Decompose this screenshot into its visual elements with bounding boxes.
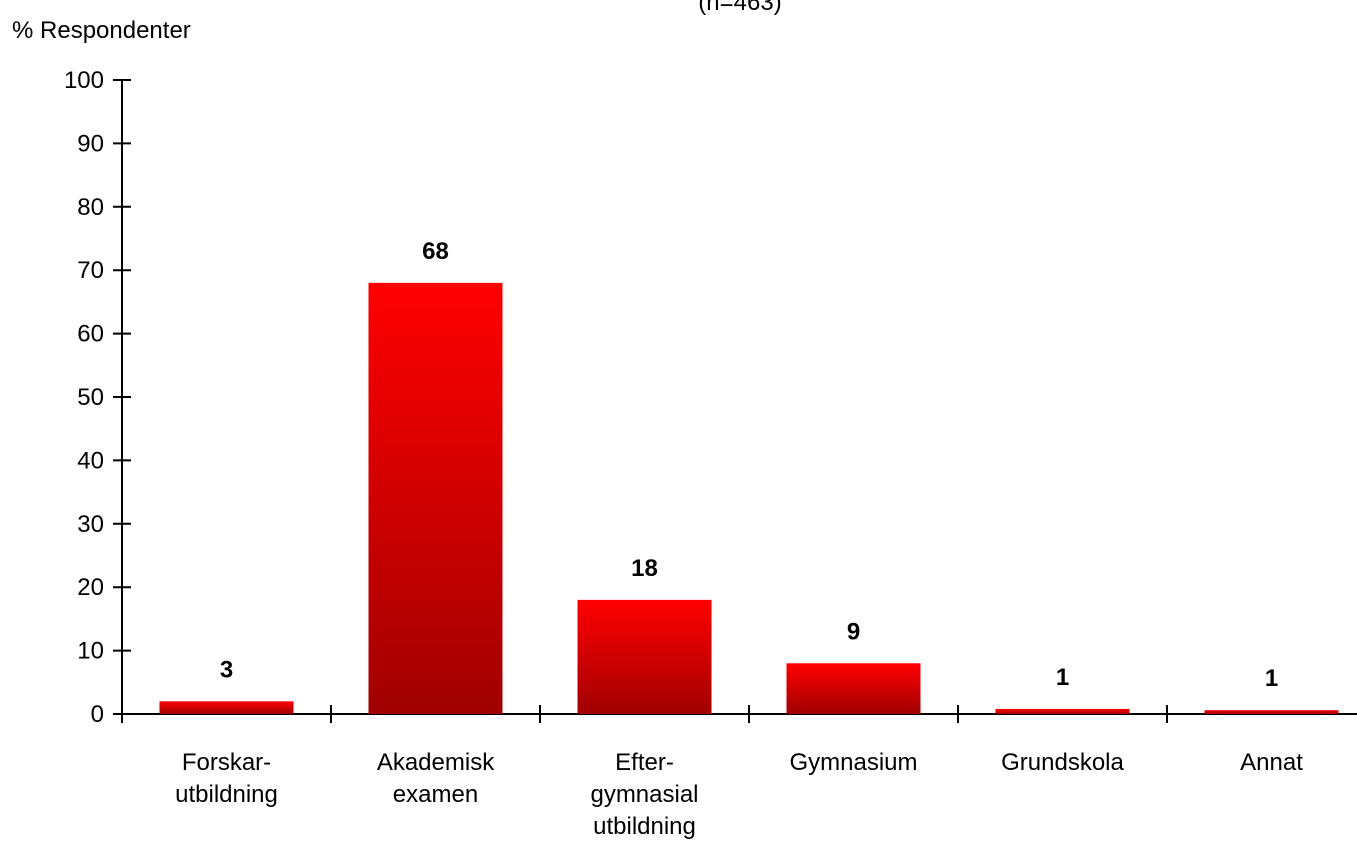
y-tick-label: 70 (77, 257, 104, 284)
y-tick-label: 10 (77, 638, 104, 665)
y-tick-label: 90 (77, 130, 104, 157)
bar-value-label: 3 (220, 656, 233, 683)
y-tick-label: 40 (77, 447, 104, 474)
x-tick-label: Akademisk examen (377, 749, 495, 808)
y-tick-label: 50 (77, 384, 104, 411)
y-tick-label: 0 (91, 701, 104, 728)
x-tick-label: Annat (1240, 749, 1303, 776)
bar-value-label: 18 (631, 555, 658, 582)
x-tick-label: Forskar-utbildning (175, 749, 278, 808)
y-tick-label: 80 (77, 194, 104, 221)
x-tick-label: Grundskola (1001, 749, 1124, 776)
bar-value-label: 68 (422, 238, 449, 265)
y-tick-label: 100 (64, 67, 104, 94)
y-axis-label: % Respondenter (12, 17, 191, 44)
bar-value-label: 9 (847, 618, 860, 645)
y-tick-label: 30 (77, 511, 104, 538)
bar-value-label: 1 (1265, 665, 1278, 692)
bar (995, 708, 1130, 714)
bar-value-label: 1 (1056, 664, 1069, 691)
y-tick-label: 20 (77, 574, 104, 601)
x-tick-label: Efter-gymnasial utbildning (590, 749, 698, 840)
y-tick-label: 60 (77, 321, 104, 348)
bar (159, 701, 294, 714)
bar (786, 663, 921, 714)
bar (577, 599, 712, 714)
bar (1204, 710, 1339, 714)
bar (368, 282, 503, 714)
chart-title: (n=463) (698, 0, 781, 16)
plot-area: 0 10 20 30 40 50 60 70 80 90 100 3 Forskar-utbildnin… (64, 67, 1357, 840)
x-tick-label: Gymnasium (789, 749, 917, 776)
